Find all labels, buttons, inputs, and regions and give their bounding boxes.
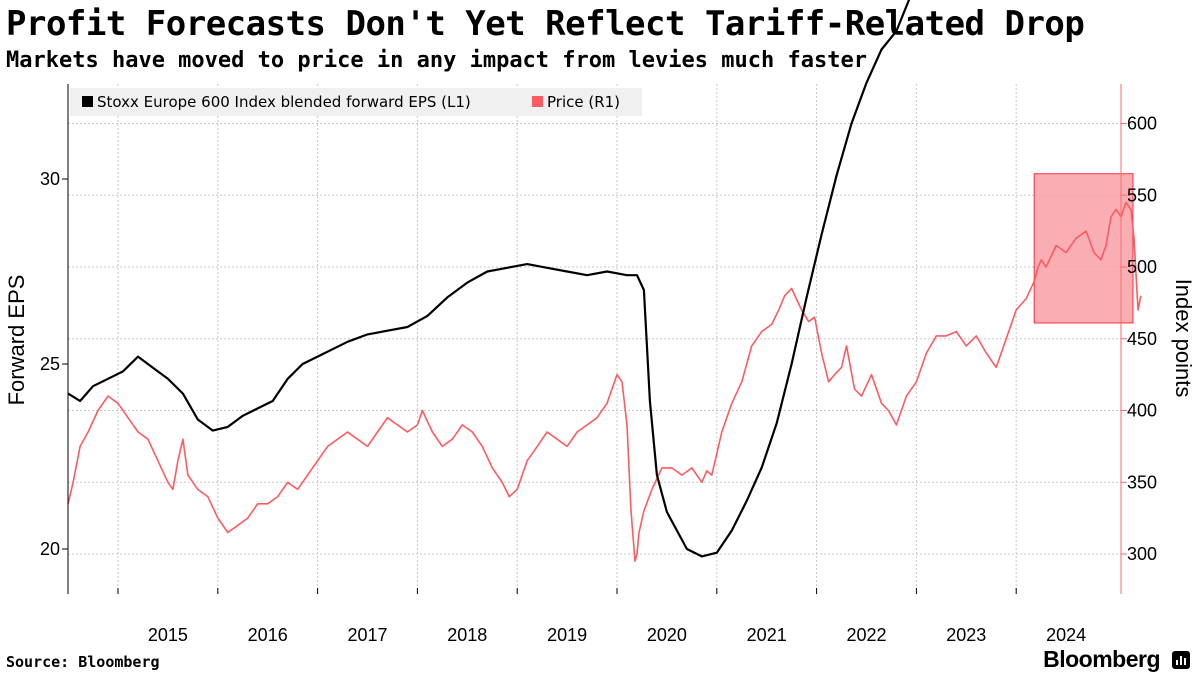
grid: [68, 84, 1121, 594]
legend-swatch-eps: [82, 96, 93, 107]
y-right-tick-label-500: 500: [1127, 257, 1157, 277]
y-right-tick-label-450: 450: [1127, 329, 1157, 349]
chart-subtitle: Markets have moved to price in any impac…: [6, 48, 867, 73]
y-left-tick-label-20: 20: [40, 539, 60, 559]
x-tick-label-2019: 2019: [547, 625, 587, 645]
y-left-tick-label-30: 30: [40, 169, 60, 189]
y-axis-left-title: Forward EPS: [4, 275, 29, 406]
legend-swatch-price: [532, 96, 543, 107]
legend: Stoxx Europe 600 Index blended forward E…: [70, 88, 642, 116]
y-axis-right-title: Index points: [1171, 279, 1196, 398]
legend-label-price: Price (R1): [547, 93, 620, 111]
x-tick-label-2016: 2016: [248, 625, 288, 645]
x-tick-label-2017: 2017: [347, 625, 387, 645]
y-left-tick-label-25: 25: [40, 354, 60, 374]
x-tick-label-2022: 2022: [846, 625, 886, 645]
y-right-tick-label-600: 600: [1127, 114, 1157, 134]
y-left-tick-label-35: 35: [40, 0, 60, 4]
x-tick-label-2021: 2021: [747, 625, 787, 645]
y-right-tick-label-300: 300: [1127, 544, 1157, 564]
legend-label-eps: Stoxx Europe 600 Index blended forward E…: [97, 93, 471, 111]
x-tick-label-2020: 2020: [647, 625, 687, 645]
axes: 2015 2016 2017 2018 2019 2020 2021 2022 2023 2024…: [40, 0, 1157, 645]
x-tick-label-2024: 2024: [1046, 625, 1086, 645]
x-tick-label-2015: 2015: [148, 625, 188, 645]
tariff-drop-highlight: [1033, 173, 1134, 324]
x-tick-label-2023: 2023: [946, 625, 986, 645]
y-right-tick-label-350: 350: [1127, 472, 1157, 492]
series-group: [67, 0, 1142, 563]
series-line-eps: [67, 0, 911, 558]
bar-chart-icon: [1172, 651, 1190, 669]
legend-background: [70, 88, 642, 116]
source-note: Source: Bloomberg: [6, 653, 160, 671]
bloomberg-logo: Bloomberg: [1043, 646, 1160, 672]
y-right-tick-label-550: 550: [1127, 185, 1157, 205]
series-line-price: [67, 201, 1142, 563]
x-tick-label-2018: 2018: [447, 625, 487, 645]
y-right-tick-label-400: 400: [1127, 401, 1157, 421]
